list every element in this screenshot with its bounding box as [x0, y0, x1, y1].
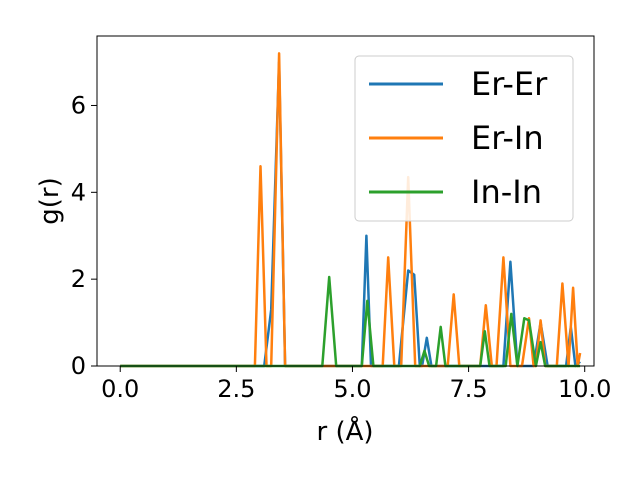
legend-label: Er-Er — [471, 65, 548, 103]
y-axis-label: g(r) — [35, 177, 65, 224]
y-tick-label: 6 — [71, 91, 86, 119]
y-tick-label: 4 — [71, 178, 86, 206]
legend-label: Er-In — [471, 119, 544, 157]
y-tick-label: 2 — [71, 265, 86, 293]
x-tick-label: 10.0 — [558, 375, 611, 403]
legend-label: In-In — [471, 173, 542, 211]
y-tick-label: 0 — [71, 352, 86, 380]
x-tick-label: 2.5 — [217, 375, 255, 403]
legend: Er-Er Er-In In-In — [354, 55, 574, 222]
y-axis-ticks: 0 2 4 6 — [71, 91, 97, 380]
x-axis-label: r (Å) — [316, 415, 373, 447]
x-tick-label: 0.0 — [101, 375, 139, 403]
x-tick-label: 5.0 — [333, 375, 371, 403]
x-axis-ticks: 0.0 2.5 5.0 7.5 10.0 — [101, 366, 611, 403]
x-tick-label: 7.5 — [450, 375, 488, 403]
plot-frame — [96, 35, 595, 367]
legend-frame — [354, 55, 574, 222]
